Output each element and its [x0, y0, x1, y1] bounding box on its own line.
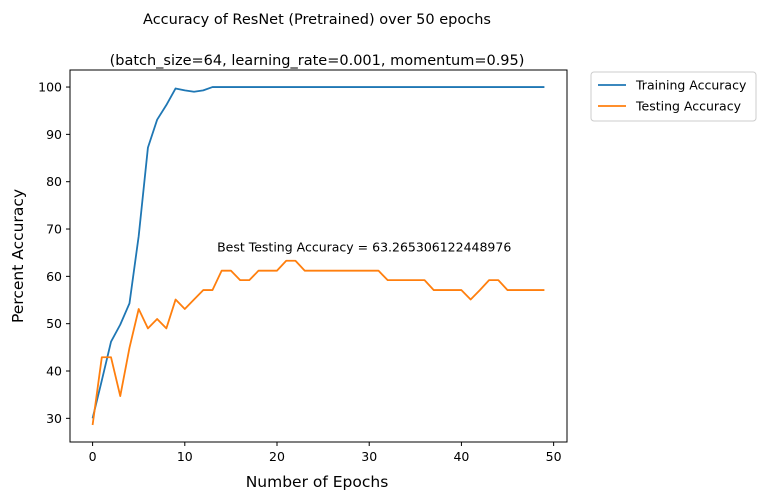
y-axis: 30 40 50 60 70 80 90 100: [38, 80, 70, 426]
annotation-best-testing: Best Testing Accuracy = 63.2653061224489…: [217, 239, 511, 254]
x-tick-label: 10: [177, 449, 193, 464]
y-tick-label: 40: [46, 364, 62, 379]
x-axis: 0 10 20 30 40 50: [89, 442, 562, 464]
y-axis-label: Percent Accuracy: [9, 189, 27, 323]
x-axis-label: Number of Epochs: [246, 473, 389, 491]
legend: Training Accuracy Testing Accuracy: [590, 71, 757, 122]
y-tick-label: 50: [46, 316, 62, 331]
y-tick-label: 100: [38, 80, 62, 95]
x-tick-label: 50: [546, 449, 562, 464]
x-tick-label: 20: [269, 449, 285, 464]
x-tick-label: 0: [89, 449, 97, 464]
y-tick-label: 80: [46, 174, 62, 189]
testing-accuracy-line: [91, 259, 545, 426]
y-tick-label: 70: [46, 222, 62, 237]
training-accuracy-line: [91, 86, 545, 419]
y-tick-label: 60: [46, 269, 62, 284]
chart-title-line1: Accuracy of ResNet (Pretrained) over 50 …: [143, 12, 491, 28]
y-tick-label: 30: [46, 411, 62, 426]
series-layer: [91, 86, 545, 426]
chart-title-line2: (batch_size=64, learning_rate=0.001, mom…: [110, 53, 525, 69]
legend-testing-label: Testing Accuracy: [635, 99, 742, 114]
y-tick-label: 90: [46, 127, 62, 142]
x-tick-label: 30: [361, 449, 377, 464]
legend-training-label: Training Accuracy: [635, 78, 747, 93]
plot-frame: [69, 69, 568, 443]
x-tick-label: 40: [453, 449, 469, 464]
plot-area: 0 10 20 30 40 50 30 40 50 60 70 80 90 100: [38, 69, 568, 464]
legend-frame: [590, 71, 757, 122]
